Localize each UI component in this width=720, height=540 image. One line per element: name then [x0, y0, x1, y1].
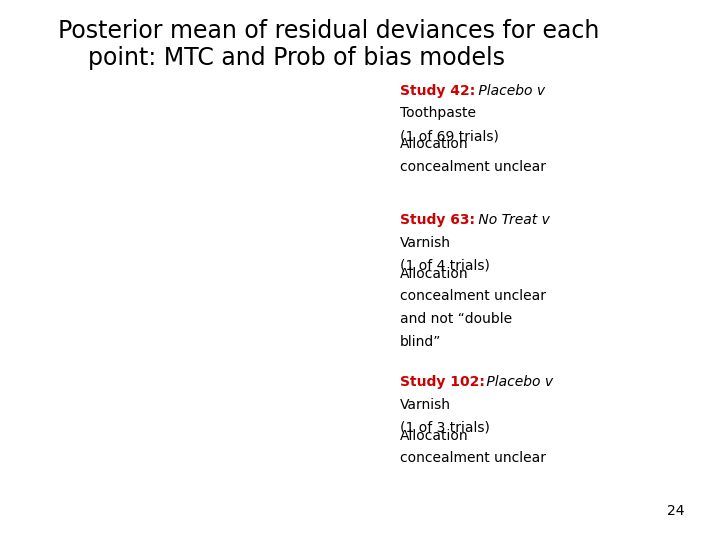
Text: (1 of 3 trials): (1 of 3 trials) — [400, 421, 490, 435]
Text: concealment unclear: concealment unclear — [400, 289, 546, 303]
Text: point: MTC and Prob of bias models: point: MTC and Prob of bias models — [58, 46, 505, 70]
Text: blind”: blind” — [400, 335, 441, 349]
Text: Study 63:: Study 63: — [400, 213, 474, 227]
Text: Allocation: Allocation — [400, 267, 468, 281]
Text: Study 42:: Study 42: — [400, 84, 475, 98]
Text: and not “double: and not “double — [400, 312, 512, 326]
Text: (1 of 4 trials): (1 of 4 trials) — [400, 259, 490, 273]
Text: Varnish: Varnish — [400, 236, 451, 250]
Text: Allocation: Allocation — [400, 137, 468, 151]
Text: No Treat v: No Treat v — [474, 213, 550, 227]
Text: Varnish: Varnish — [400, 398, 451, 412]
Text: 24: 24 — [667, 504, 684, 518]
Text: Placebo v: Placebo v — [482, 375, 554, 389]
Text: Placebo v: Placebo v — [474, 84, 545, 98]
Text: (1 of 69 trials): (1 of 69 trials) — [400, 129, 498, 143]
Text: Posterior mean of residual deviances for each: Posterior mean of residual deviances for… — [58, 19, 599, 43]
Text: Toothpaste: Toothpaste — [400, 106, 476, 120]
Text: concealment unclear: concealment unclear — [400, 160, 546, 174]
Text: concealment unclear: concealment unclear — [400, 451, 546, 465]
Text: Study 102:: Study 102: — [400, 375, 485, 389]
Text: Allocation: Allocation — [400, 429, 468, 443]
